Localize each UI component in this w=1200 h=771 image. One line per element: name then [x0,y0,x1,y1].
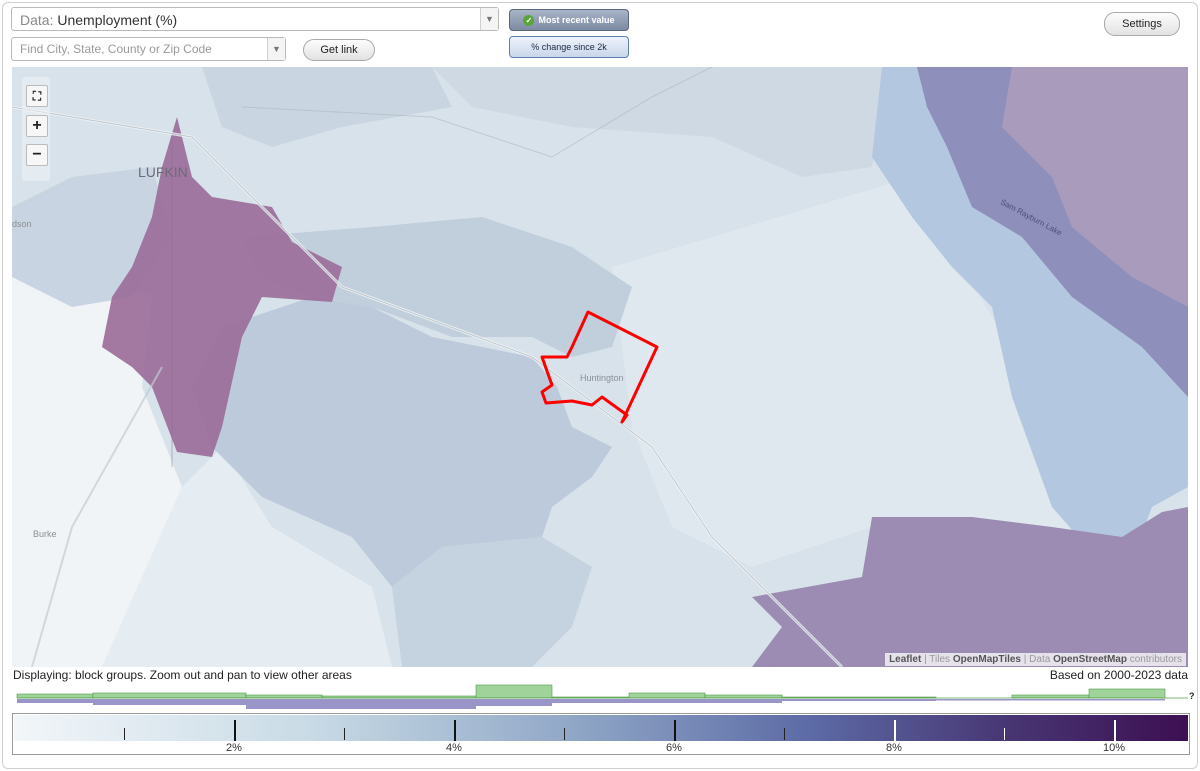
legend-major-tick [894,720,896,741]
get-link-button[interactable]: Get link [303,39,375,61]
legend-major-tick [454,720,456,741]
map-label-hudson: dson [12,219,32,229]
data-range-status: Based on 2000-2023 data [1049,668,1188,682]
legend-minor-tick [124,728,125,740]
chevron-down-icon[interactable]: ▼ [267,38,285,60]
settings-button[interactable]: Settings [1104,12,1180,36]
legend-minor-tick [344,728,345,740]
legend-tick-label: 6% [666,742,682,754]
legend-major-tick [1114,720,1116,741]
map[interactable]: LUFKIN dson Huntington Burke Sam Rayburn… [12,67,1188,667]
location-search[interactable]: ▼ [11,37,286,61]
legend-minor-tick [784,728,785,740]
percent-change-button[interactable]: % change since 2k [509,36,629,58]
legend-tick-label: 2% [226,742,242,754]
map-region-light-center [612,177,1072,567]
leaflet-link[interactable]: Leaflet [889,654,922,665]
zoom-control: ⛶ + − [22,77,50,181]
distribution-histogram [16,684,1188,709]
map-label-huntington: Huntington [580,373,624,383]
map-region-medium-south [192,297,612,587]
selected-area-outline [540,310,659,424]
openstreetmap-link[interactable]: OpenStreetMap [1053,654,1127,665]
fullscreen-icon[interactable]: ⛶ [26,85,48,107]
map-label-burke: Burke [33,529,57,539]
map-canvas[interactable] [12,67,1188,667]
legend-minor-tick [1004,728,1005,740]
chevron-down-icon[interactable]: ▼ [480,8,498,30]
displaying-status: Displaying: block groups. Zoom out and p… [13,668,352,682]
legend-tick-label: 10% [1102,742,1126,754]
data-select[interactable]: Data: Unemployment (%) ▼ [11,7,499,31]
check-icon: ✓ [523,14,535,26]
legend-tick-label: 8% [886,742,902,754]
legend-major-tick [674,720,676,741]
legend-minor-tick [564,728,565,740]
map-region-purple-lufkin [102,117,342,457]
map-attribution: Leaflet | Tiles OpenMapTiles | Data Open… [885,653,1186,666]
color-legend: 2% 4% 6% 8% 10% [12,713,1190,755]
data-select-label: Data: Unemployment (%) [20,12,178,28]
legend-major-tick [234,720,236,741]
zoom-in-button[interactable]: + [26,115,48,137]
legend-tick-label: 4% [446,742,462,754]
most-recent-value-button[interactable]: ✓ Most recent value [509,9,629,31]
search-input[interactable] [20,41,260,57]
map-region-purple-southeast [752,507,1188,667]
legend-gradient [14,715,1188,741]
openmaptiles-link[interactable]: OpenMapTiles [952,654,1021,665]
zoom-out-button[interactable]: − [26,144,48,166]
help-icon[interactable]: ? [1189,691,1195,701]
map-label-lufkin: LUFKIN [138,164,188,180]
